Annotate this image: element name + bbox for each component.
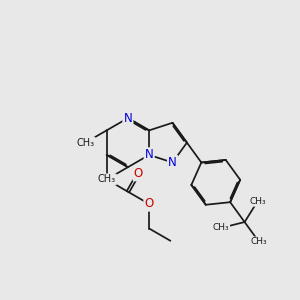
Text: CH₃: CH₃ (249, 197, 266, 206)
Text: N: N (145, 148, 154, 161)
Text: N: N (168, 156, 177, 169)
Text: CH₃: CH₃ (251, 237, 267, 246)
Text: N: N (124, 112, 132, 124)
Text: O: O (145, 197, 154, 211)
Text: CH₃: CH₃ (98, 174, 116, 184)
Text: O: O (134, 167, 143, 180)
Text: CH₃: CH₃ (76, 138, 94, 148)
Text: CH₃: CH₃ (212, 224, 229, 232)
